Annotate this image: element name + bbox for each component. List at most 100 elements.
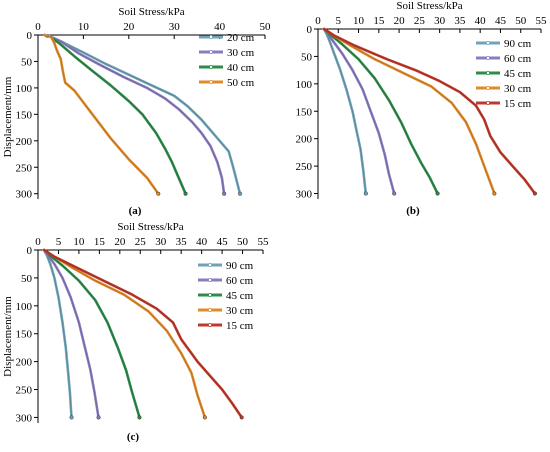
legend-label: 45 cm bbox=[226, 290, 254, 302]
series-line-core bbox=[323, 28, 495, 194]
legend-marker bbox=[207, 277, 212, 282]
x-tick-label: 40 bbox=[214, 21, 226, 33]
y-axis-title: Displacement/mm bbox=[2, 296, 14, 377]
legend-label: 90 cm bbox=[226, 260, 254, 272]
y-tick-label: 0 bbox=[27, 30, 33, 42]
series-line bbox=[322, 27, 439, 195]
x-tick-label: 35 bbox=[454, 15, 466, 27]
legend-label: 60 cm bbox=[226, 275, 254, 287]
x-tick-label: 15 bbox=[373, 15, 385, 27]
legend-marker bbox=[485, 101, 490, 106]
series-line bbox=[42, 248, 73, 419]
legend-label: 45 cm bbox=[504, 68, 532, 80]
series-line bbox=[42, 248, 141, 419]
series-end-point bbox=[202, 415, 207, 420]
x-tick-label: 25 bbox=[135, 236, 147, 248]
y-tick-label: 50 bbox=[301, 51, 313, 63]
y-tick-label: 200 bbox=[296, 134, 313, 146]
x-tick-label: 50 bbox=[260, 21, 272, 33]
legend-marker bbox=[207, 322, 212, 327]
x-tick-label: 20 bbox=[114, 236, 126, 248]
legend-marker bbox=[207, 292, 212, 297]
series-end-point bbox=[392, 191, 397, 196]
x-tick-label: 0 bbox=[315, 15, 321, 27]
series-end-point bbox=[239, 415, 244, 420]
legend-label: 40 cm bbox=[227, 62, 255, 74]
chart-panel: 0 5 10 15 20 25 30 35 40 45 50 55 0 50 100 150 200 250 300… bbox=[2, 221, 269, 443]
series-line-core bbox=[43, 249, 72, 418]
series-line-core bbox=[43, 249, 140, 418]
x-tick-label: 55 bbox=[258, 236, 270, 248]
x-tick-label: 5 bbox=[336, 15, 342, 27]
y-tick-label: 250 bbox=[16, 385, 33, 397]
series-end-point bbox=[183, 191, 188, 196]
x-tick-label: 50 bbox=[237, 236, 249, 248]
series-end-point bbox=[69, 415, 74, 420]
series-line-core bbox=[323, 28, 367, 194]
series-line-core bbox=[43, 249, 99, 418]
series-line-core bbox=[44, 34, 186, 194]
x-tick-label: 30 bbox=[155, 236, 167, 248]
y-tick-label: 50 bbox=[21, 273, 33, 285]
x-tick-label: 20 bbox=[123, 21, 135, 33]
legend-label: 30 cm bbox=[227, 47, 255, 59]
series-line bbox=[42, 248, 100, 419]
legend-label: 90 cm bbox=[504, 38, 532, 50]
series-end-point bbox=[435, 191, 440, 196]
y-axis-title: Displacement/mm bbox=[2, 76, 14, 157]
legend-label: 30 cm bbox=[504, 83, 532, 95]
legend-marker bbox=[485, 71, 490, 76]
y-tick-label: 300 bbox=[296, 189, 313, 201]
legend-marker bbox=[207, 307, 212, 312]
x-tick-label: 10 bbox=[353, 15, 365, 27]
legend-marker bbox=[208, 35, 213, 40]
chart-panel: 0 10 20 30 40 50 0 50 100 150 200 250 300 Soil Stress… bbox=[2, 6, 271, 217]
series-line bbox=[42, 248, 243, 419]
x-tick-label: 30 bbox=[169, 21, 181, 33]
x-axis-title: Soil Stress/kPa bbox=[117, 221, 183, 233]
legend-label: 15 cm bbox=[504, 98, 532, 110]
series-line bbox=[42, 248, 207, 419]
y-tick-label: 0 bbox=[307, 24, 313, 36]
x-axis-title: Soil Stress/kPa bbox=[396, 0, 462, 12]
series-end-point bbox=[222, 191, 227, 196]
x-tick-label: 25 bbox=[414, 15, 426, 27]
x-tick-label: 0 bbox=[35, 21, 41, 33]
x-tick-label: 0 bbox=[35, 236, 41, 248]
y-tick-label: 300 bbox=[16, 189, 33, 201]
legend-marker bbox=[485, 86, 490, 91]
x-tick-label: 10 bbox=[78, 21, 90, 33]
series-line-core bbox=[323, 28, 536, 194]
series-line bbox=[322, 27, 496, 195]
legend-label: 30 cm bbox=[226, 305, 254, 317]
chart-panel: 0 5 10 15 20 25 30 35 40 45 50 55 0 50 100 150 200 250 300… bbox=[296, 0, 548, 217]
legend-label: 15 cm bbox=[226, 320, 254, 332]
y-tick-label: 150 bbox=[16, 329, 33, 341]
y-tick-label: 250 bbox=[16, 162, 33, 174]
legend-label: 20 cm bbox=[227, 32, 255, 44]
x-tick-label: 45 bbox=[495, 15, 507, 27]
legend-marker bbox=[208, 50, 213, 55]
series-line-core bbox=[323, 28, 438, 194]
x-tick-label: 45 bbox=[217, 236, 229, 248]
y-tick-label: 100 bbox=[16, 83, 33, 95]
series-line-core bbox=[43, 249, 242, 418]
series-line bbox=[322, 27, 396, 195]
series-end-point bbox=[532, 191, 537, 196]
series-line bbox=[43, 33, 160, 195]
legend-marker bbox=[207, 262, 212, 267]
x-tick-label: 30 bbox=[434, 15, 446, 27]
panel-label: (a) bbox=[129, 205, 142, 217]
series-line-core bbox=[323, 28, 395, 194]
series-end-point bbox=[137, 415, 142, 420]
x-tick-label: 40 bbox=[475, 15, 487, 27]
legend: 90 cm 60 cm 45 cm 30 cm 15 cm bbox=[476, 38, 532, 110]
x-tick-label: 55 bbox=[536, 15, 548, 27]
series-end-point bbox=[156, 191, 161, 196]
y-tick-label: 300 bbox=[16, 412, 33, 424]
y-tick-label: 200 bbox=[16, 357, 33, 369]
panel-label: (b) bbox=[406, 205, 420, 217]
y-tick-label: 200 bbox=[16, 136, 33, 148]
x-tick-label: 20 bbox=[394, 15, 406, 27]
